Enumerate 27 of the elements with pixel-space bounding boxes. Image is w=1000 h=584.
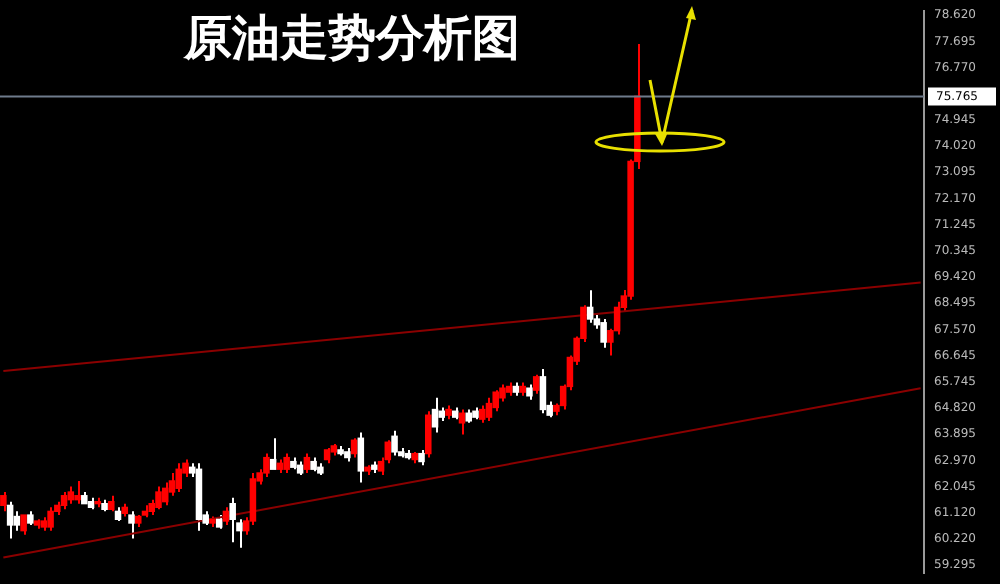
candlestick	[269, 437, 277, 471]
candlestick	[532, 373, 540, 395]
candlestick	[155, 485, 162, 511]
candlestick	[229, 496, 236, 544]
candlestick	[6, 500, 14, 540]
candlestick	[586, 289, 594, 324]
candlestick	[303, 452, 311, 474]
candlestick	[175, 462, 182, 493]
candlestick	[128, 510, 135, 540]
candlestick	[47, 506, 54, 532]
candlestick	[492, 389, 499, 413]
candlestick	[74, 479, 81, 505]
candlestick	[600, 318, 607, 349]
candlestick	[539, 368, 547, 415]
candlestick	[425, 410, 432, 459]
candlestick	[13, 510, 21, 532]
candlestick	[168, 471, 176, 497]
candlestick	[357, 431, 365, 484]
chart-title: 原油走势分析图	[184, 6, 520, 70]
candlestick	[0, 491, 7, 513]
candlestick	[20, 514, 27, 536]
candlestick	[283, 452, 290, 474]
candlestick	[485, 396, 493, 422]
candlestick	[431, 396, 439, 434]
candlestick	[161, 481, 169, 507]
candlestick	[391, 429, 398, 457]
candlestick	[263, 452, 270, 478]
